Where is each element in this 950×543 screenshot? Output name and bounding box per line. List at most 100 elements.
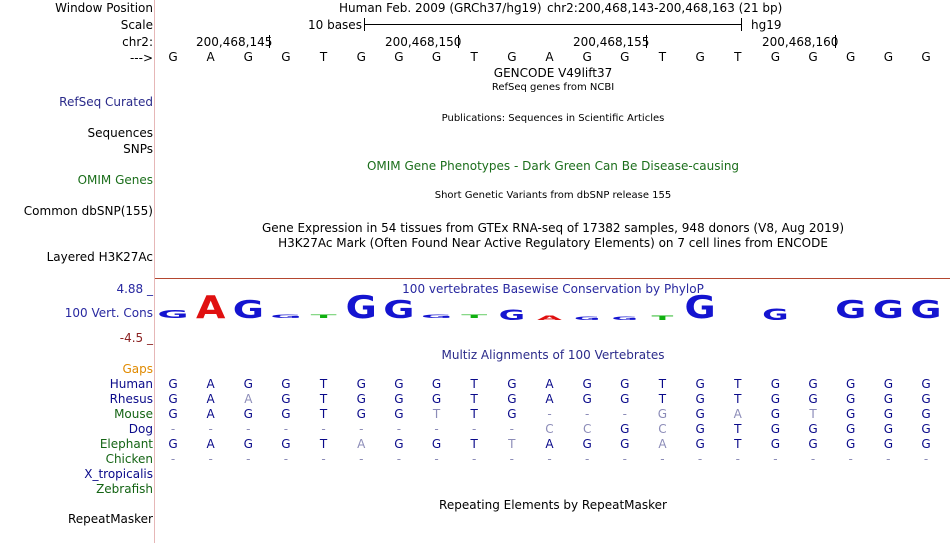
gencode-track-title[interactable]: GENCODE V49lift37 (493, 66, 613, 80)
alignment-base: G (507, 392, 517, 406)
alignment-base: - (321, 422, 326, 436)
phylop-track-title[interactable]: 100 vertebrates Basewise Conservation by… (402, 282, 704, 296)
scale-db-label: hg19 (751, 18, 782, 32)
alignment-base: G (168, 437, 178, 451)
alignment-base: - (246, 452, 251, 466)
dbsnp-track-title[interactable]: Short Genetic Variants from dbSNP releas… (434, 190, 672, 201)
alignment-base: G (921, 422, 931, 436)
scale-bar-left-tick (364, 18, 365, 31)
alignment-base: G (507, 377, 517, 391)
alignment-base: G (582, 377, 592, 391)
alignment-base: G (846, 422, 856, 436)
alignment-base: G (883, 407, 893, 421)
species-label-human[interactable]: Human (109, 377, 153, 391)
h3k27ac-track-title[interactable]: H3K27Ac Mark (Often Found Near Active Re… (278, 236, 828, 250)
track-label-gaps[interactable]: Gaps (122, 362, 153, 376)
species-label-chicken[interactable]: Chicken (105, 452, 153, 466)
alignment-base: T (734, 422, 742, 436)
track-label-layered-h3k27ac[interactable]: Layered H3K27Ac (46, 250, 153, 264)
omim-track-title[interactable]: OMIM Gene Phenotypes - Dark Green Can Be… (366, 159, 740, 173)
alignment-base: - (509, 422, 515, 436)
alignment-base: G (431, 392, 442, 406)
alignment-base: G (695, 392, 705, 406)
gtex-track-title[interactable]: Gene Expression in 54 tissues from GTEx … (261, 221, 845, 235)
reference-base: G (921, 50, 931, 64)
reference-base: G (770, 50, 781, 64)
label-window-position: Window Position (55, 1, 153, 15)
alignment-base: - (359, 452, 364, 466)
alignment-base: G (808, 377, 818, 391)
alignment-base: T (470, 392, 478, 406)
track-label-common-dbsnp[interactable]: Common dbSNP(155) (23, 204, 153, 218)
repeatmasker-track-title[interactable]: Repeating Elements by RepeatMasker (439, 498, 667, 512)
alignment-base: A (206, 407, 215, 421)
alignment-base: A (733, 407, 742, 421)
track-label-snps[interactable]: SNPs (123, 142, 153, 156)
track-label-sequences[interactable]: Sequences (87, 126, 153, 140)
alignment-base: - (472, 452, 477, 466)
alignment-base: C (582, 422, 592, 436)
conservation-letter: G (270, 314, 301, 319)
alignment-base: A (206, 377, 215, 391)
multiz-track-title[interactable]: Multiz Alignments of 100 Vertebrates (441, 348, 665, 362)
conservation-letter: G (346, 290, 377, 326)
conservation-letter: G (421, 314, 452, 319)
reference-base: G (356, 50, 366, 64)
alignment-base: - (396, 422, 402, 436)
alignment-base: G (770, 377, 781, 391)
coord-tick (458, 35, 459, 48)
alignment-base: T (470, 407, 478, 421)
reference-base: G (394, 50, 404, 64)
alignment-base: T (734, 392, 742, 406)
species-label-rhesus[interactable]: Rhesus (109, 392, 153, 406)
reference-base: A (206, 50, 215, 64)
conservation-letter: G (762, 306, 788, 324)
track-label-100-vert-cons[interactable]: 100 Vert. Cons (64, 306, 153, 320)
alignment-base: A (357, 437, 366, 451)
alignment-base: - (773, 452, 778, 466)
reference-base: G (620, 50, 630, 64)
alignment-base: G (808, 392, 818, 406)
species-label-mouse[interactable]: Mouse (114, 407, 153, 421)
alignment-base: - (283, 452, 289, 466)
alignment-base: C (545, 422, 554, 436)
conservation-letter: G (612, 316, 638, 321)
coord-label: 200,468,155 (573, 35, 650, 49)
scale-bar-label: 10 bases (308, 18, 362, 32)
alignment-base: G (281, 377, 291, 391)
coord-tick (269, 35, 270, 48)
alignment-base: G (808, 437, 818, 451)
species-label-dog[interactable]: Dog (128, 422, 153, 436)
species-label-x_tropicalis[interactable]: X_tropicalis (84, 467, 153, 481)
scale-bar (364, 24, 742, 25)
reference-base: T (319, 50, 328, 64)
alignment-base: A (206, 392, 215, 406)
alignment-base: - (208, 452, 213, 466)
alignment-base: T (319, 392, 328, 406)
label-column-divider (154, 0, 155, 543)
reference-base: G (883, 50, 893, 64)
alignment-base: G (243, 377, 253, 391)
track-label-repeatmasker[interactable]: RepeatMasker (67, 512, 153, 526)
conservation-letter: G (873, 295, 904, 325)
species-label-elephant[interactable]: Elephant (99, 437, 153, 451)
alignment-base: T (319, 377, 328, 391)
species-label-zebrafish[interactable]: Zebrafish (96, 482, 153, 496)
alignment-base: - (170, 452, 176, 466)
reference-base: G (507, 50, 517, 64)
alignment-base: G (657, 407, 668, 421)
alignment-base: A (545, 377, 554, 391)
publications-track-title[interactable]: Publications: Sequences in Scientific Ar… (441, 113, 665, 124)
reference-base: G (582, 50, 592, 64)
track-label-refseq-curated[interactable]: RefSeq Curated (59, 95, 153, 109)
alignment-base: G (582, 392, 592, 406)
alignment-base: G (620, 422, 630, 436)
conservation-letter: T (461, 314, 488, 319)
alignment-base: G (921, 392, 931, 406)
alignment-base: - (396, 452, 402, 466)
alignment-base: G (582, 437, 592, 451)
alignment-base: - (547, 452, 552, 466)
track-label-omim-genes[interactable]: OMIM Genes (77, 173, 153, 187)
coord-label: 200,468,160 (762, 35, 839, 49)
refseq-track-subtitle: RefSeq genes from NCBI (491, 82, 615, 93)
